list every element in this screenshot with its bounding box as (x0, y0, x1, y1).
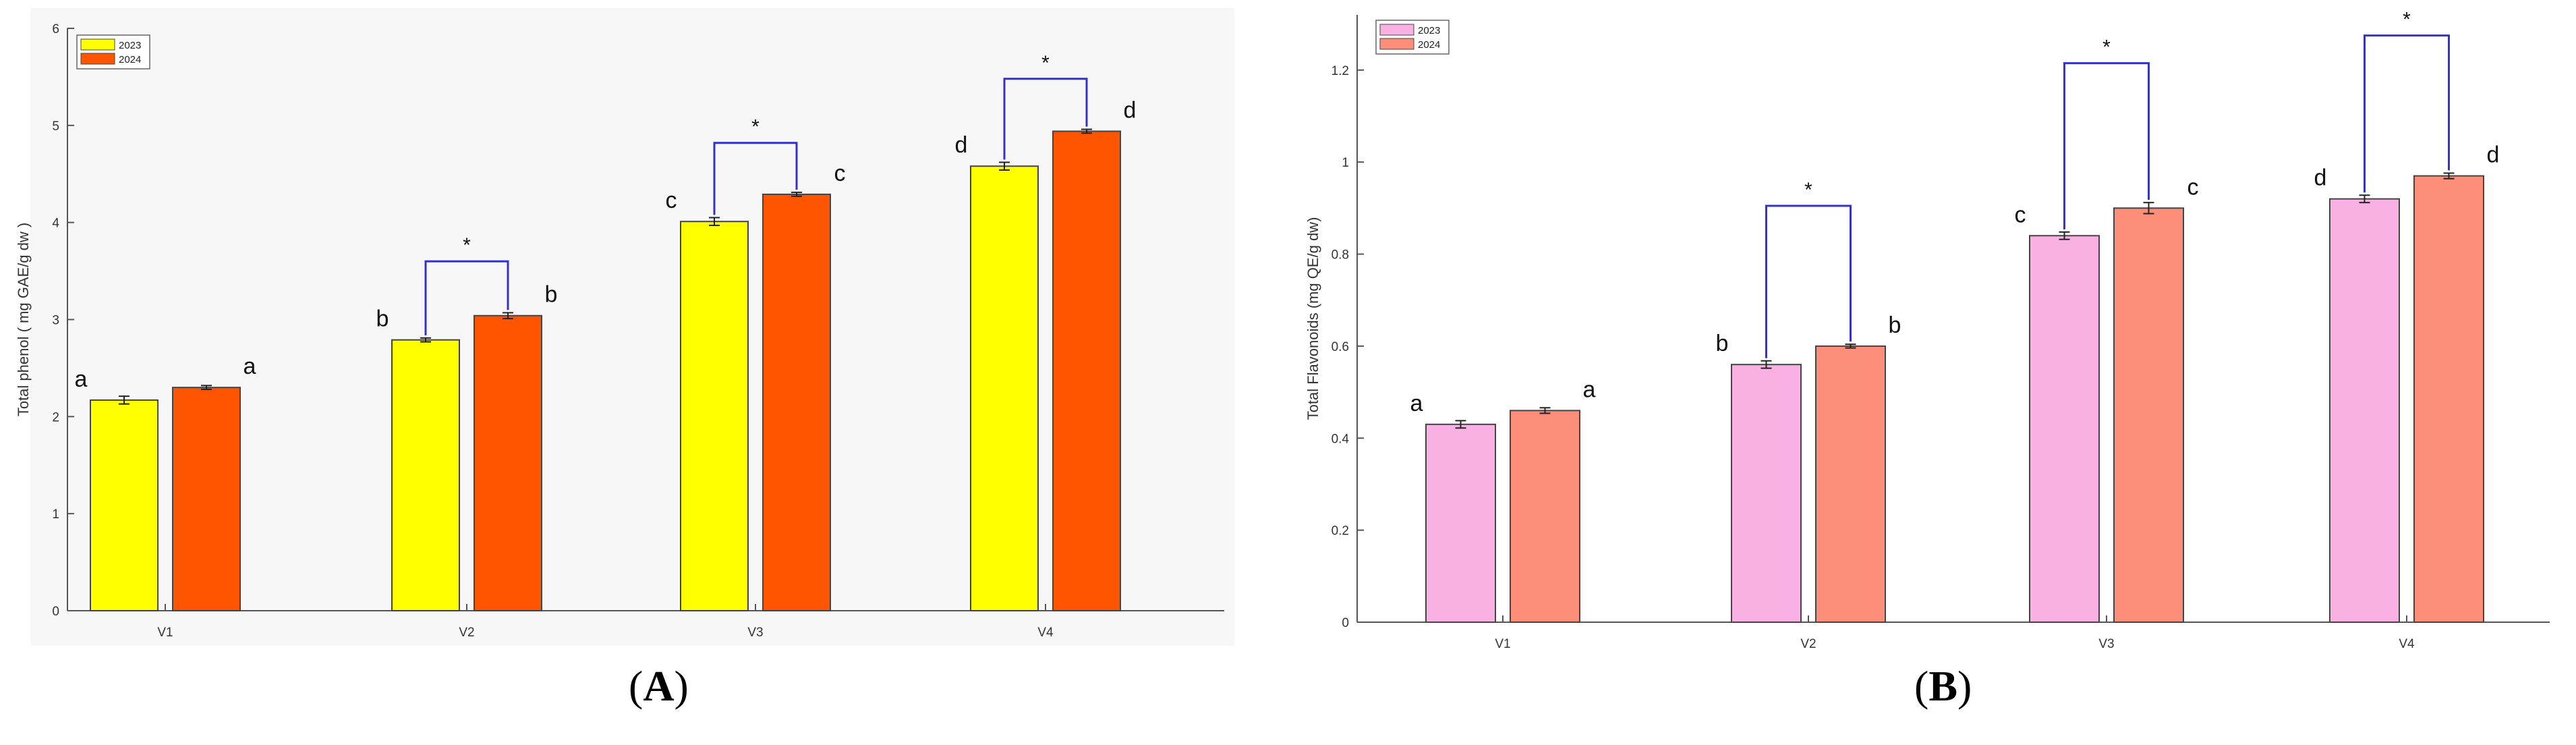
y-tick-label: 0.8 (1332, 248, 1349, 263)
y-tick-label: 4 (52, 217, 59, 231)
significance-letter: d (2487, 142, 2500, 168)
x-tick-label: V3 (747, 626, 763, 640)
significance-letter: a (244, 354, 256, 379)
legend-label-2024: 2024 (119, 54, 141, 65)
bar-v2-2023 (1731, 364, 1802, 623)
bar-v4-2023 (2329, 198, 2400, 623)
significance-star: * (751, 116, 760, 138)
y-tick-label: 0.4 (1332, 432, 1350, 446)
significance-letter: a (75, 366, 88, 392)
y-tick-label: 3 (52, 314, 59, 328)
legend-swatch-2024 (80, 53, 115, 65)
bar-v1-2024 (1510, 410, 1580, 623)
panel-a-letter: A (643, 662, 675, 710)
bar-v2-2023 (391, 339, 460, 611)
significance-letter: b (1889, 312, 1901, 338)
y-tick-label: 1 (1342, 156, 1349, 170)
bar-v2-2024 (1815, 345, 1886, 624)
significance-letter: d (1124, 97, 1137, 123)
significance-letter: c (2015, 202, 2026, 227)
bar-v4-2024 (1052, 130, 1121, 612)
significance-letter: a (1410, 391, 1423, 416)
significance-star: * (2403, 9, 2411, 31)
y-tick-label: 0.2 (1332, 524, 1349, 539)
panel-b-letter: B (1928, 662, 1957, 710)
legend-label-2024: 2024 (1418, 39, 1440, 51)
panel-a-chart: 0 1 2 3 4 5 6 Total phenol ( mg GAE/g dw ) V1 a a V… (15, 8, 1234, 646)
y-axis-title: Total Flavonoids (mg QE/g dw) (1305, 217, 1321, 420)
legend-swatch-2023 (1379, 24, 1414, 36)
significance-letter: d (955, 132, 968, 158)
y-tick-label: 2 (52, 410, 59, 424)
bar-v4-2024 (2413, 175, 2484, 623)
significance-letter: c (834, 161, 846, 186)
x-tick-label: V2 (459, 626, 474, 640)
x-tick-label: V4 (2399, 637, 2415, 651)
significance-bracket (1765, 204, 1852, 358)
legend-swatch-2024 (1379, 38, 1414, 50)
bar-v3-2023 (680, 221, 749, 611)
bar-v3-2024 (762, 193, 831, 611)
bar-v1-2023 (1425, 423, 1496, 623)
y-tick-label: 1.2 (1332, 64, 1349, 78)
legend-swatch-2023 (80, 38, 115, 51)
bar-v2-2024 (474, 314, 542, 611)
significance-letter: c (666, 188, 677, 213)
significance-bracket (713, 142, 798, 215)
x-tick-label: V2 (1800, 637, 1816, 651)
significance-letter: b (1716, 331, 1729, 356)
y-tick-label: 0 (52, 605, 59, 619)
y-tick-label: 6 (52, 22, 59, 36)
significance-letter: d (2314, 165, 2327, 191)
bar-v1-2023 (90, 399, 159, 611)
y-tick-label: 0.6 (1332, 340, 1349, 354)
significance-star: * (1041, 52, 1050, 74)
y-tick-label: 1 (52, 507, 59, 522)
x-tick-label: V3 (2098, 637, 2114, 651)
legend-label-2023: 2023 (119, 40, 141, 51)
y-tick-label: 0 (1342, 616, 1349, 630)
significance-letter: a (1583, 377, 1596, 402)
significance-letter: b (376, 306, 389, 332)
x-tick-label: V1 (157, 626, 173, 640)
significance-letter: c (2187, 174, 2199, 200)
significance-star: * (1804, 179, 1812, 201)
bar-v3-2024 (2113, 207, 2184, 623)
significance-bracket (2364, 34, 2450, 193)
panel-b-label: (B) (1914, 662, 1972, 710)
significance-star: * (463, 234, 471, 256)
bar-v3-2023 (2029, 235, 2100, 624)
significance-bracket (424, 260, 509, 335)
bar-v1-2024 (172, 387, 241, 612)
legend-label-2023: 2023 (1418, 25, 1440, 36)
y-axis-title: Total phenol ( mg GAE/g dw ) (15, 223, 32, 416)
significance-letter: b (545, 282, 558, 308)
significance-star: * (2102, 36, 2111, 59)
x-tick-label: V1 (1495, 637, 1510, 651)
y-tick-label: 5 (52, 119, 59, 134)
x-tick-label: V4 (1037, 626, 1054, 640)
significance-bracket (1003, 78, 1088, 160)
significance-bracket (2063, 62, 2150, 229)
bar-v4-2023 (970, 165, 1039, 611)
panel-a-label: (A) (629, 662, 689, 710)
panel-b-chart: 0 0.2 0.4 0.6 0.8 1 1.2 Total Flavonoids (mg QE… (1305, 8, 2573, 651)
